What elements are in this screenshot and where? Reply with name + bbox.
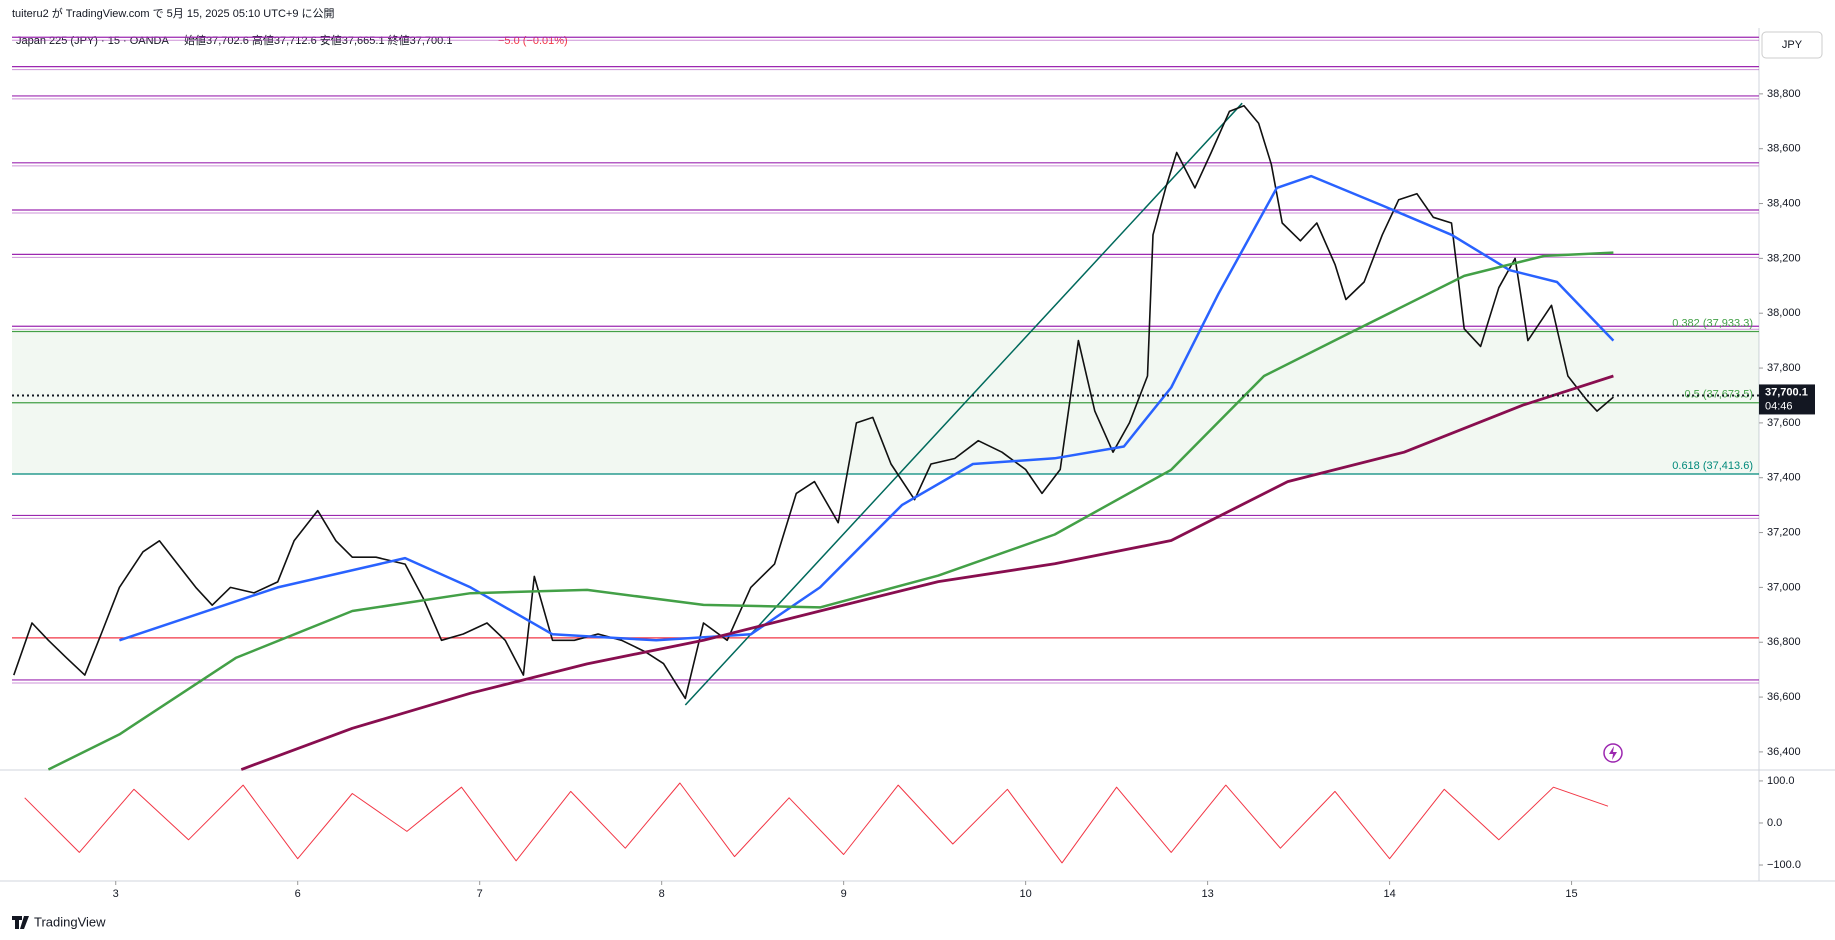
last-price-box [1759,384,1815,415]
trendline [684,102,1243,706]
y-tick-label: 36,600 [1767,691,1801,703]
moving-average [47,251,1614,771]
y-tick-label: 38,400 [1767,197,1801,209]
y-tick-label: 37,000 [1767,581,1801,593]
y-tick-label: 38,800 [1767,88,1801,100]
y-tick-label: 38,600 [1767,143,1801,155]
y-tick-label: 37,400 [1767,472,1801,484]
price-line [13,104,1614,700]
currency[interactable]: JPY [1782,39,1803,51]
moving-average [240,374,1614,771]
oscillator-line [24,782,1609,864]
y-tick-label: 36,800 [1767,636,1801,648]
last-price-label: 37,700.1 [1765,386,1808,398]
y-tick-label: 38,200 [1767,252,1801,264]
brand-logo [12,916,29,929]
alert-icon[interactable] [1603,743,1623,763]
x-tick-label: 14 [1383,888,1395,900]
x-tick-label: 6 [295,888,301,900]
brand: TradingView [34,914,106,929]
plot: 0.382 (37,933.3)0.5 (37,673.5)0.618 (37,… [12,36,1759,864]
currency-box[interactable] [1761,31,1823,59]
x-tick-label: 7 [477,888,483,900]
x-tick-label: 10 [1019,888,1031,900]
x-tick-label: 9 [841,888,847,900]
y-tick-label: 36,400 [1767,746,1801,758]
symbol: Japan 225 (JPY) · 15 · OANDA [16,35,170,47]
x-tick-label: 3 [113,888,119,900]
fib-label: 0.618 (37,413.6) [1672,460,1753,472]
fib-label: 0.382 (37,933.3) [1672,317,1753,329]
y-tick-label: 38,000 [1767,307,1801,319]
osc-tick-label: 100.0 [1767,775,1795,787]
x-tick-label: 8 [659,888,665,900]
y-tick-label: 37,600 [1767,417,1801,429]
x-tick-label: 15 [1565,888,1577,900]
y-tick-label: 37,200 [1767,526,1801,538]
moving-average [119,174,1615,642]
y-tick-label: 37,800 [1767,362,1801,374]
osc-tick-label: −100.0 [1767,859,1801,871]
change: −5.0 (−0.01%) [498,35,568,47]
countdown: 04:46 [1765,400,1793,412]
osc-tick-label: 0.0 [1767,817,1782,829]
published-note: tuiteru2 が TradingView.com で 5月 15, 2025… [12,6,335,20]
x-tick-label: 13 [1201,888,1213,900]
alert-bolt [1609,746,1617,760]
